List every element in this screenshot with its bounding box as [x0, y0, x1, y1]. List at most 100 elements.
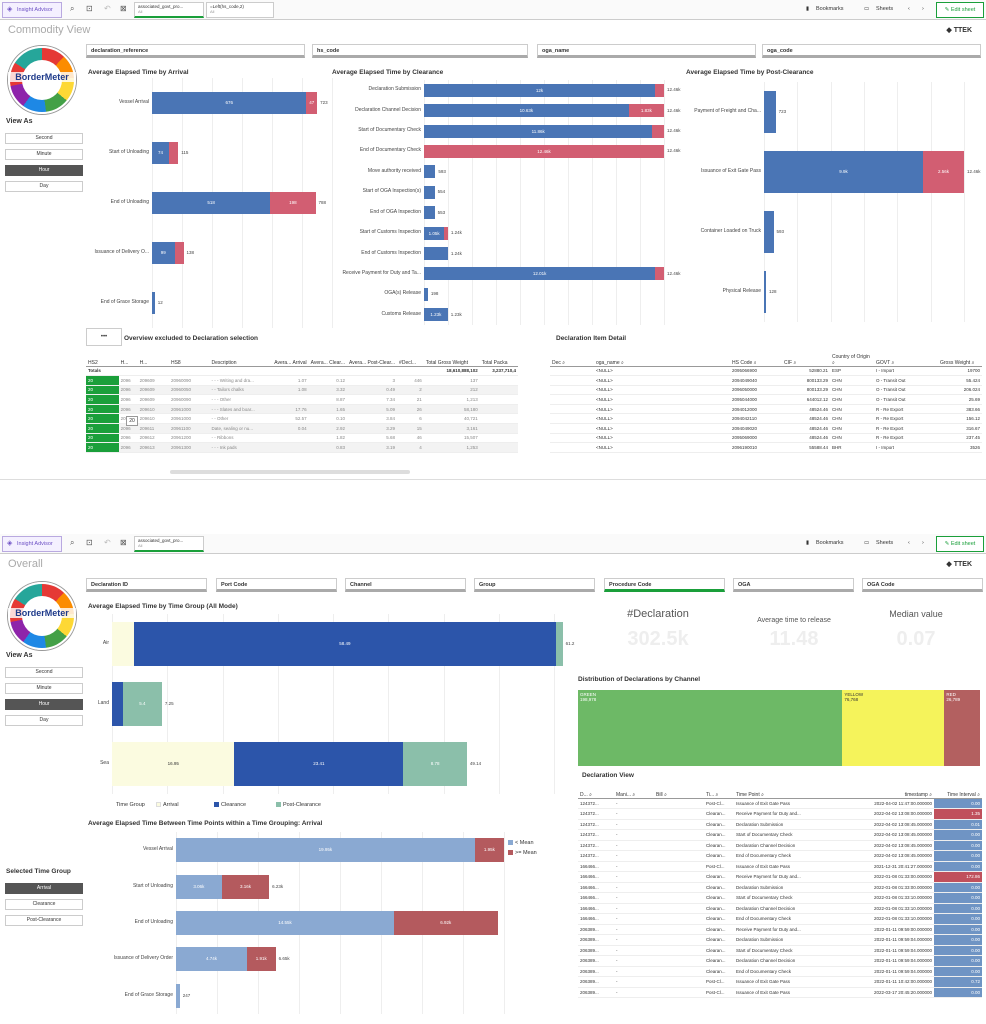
clear-selections-icon[interactable]: ⊠ [120, 4, 127, 13]
search-icon[interactable]: ⌕ [715, 791, 719, 798]
prev-sheet-icon[interactable]: ‹ [908, 6, 910, 12]
table-row[interactable]: 166466... - Clearan... Declaration Channel … [578, 903, 982, 914]
table-cell[interactable]: 20 [86, 433, 119, 444]
filter-channel[interactable]: Channel [345, 578, 466, 592]
col-timestamp[interactable]: timestamp ⌕ [830, 784, 934, 799]
table-row[interactable]: 206389... - Clearan... Declaration Submissi… [578, 934, 982, 946]
time-group-clearance[interactable]: Clearance [5, 899, 83, 910]
col-packages[interactable]: Total Packa [479, 350, 518, 367]
sheets-button[interactable]: Sheets [876, 540, 894, 546]
bar-segment[interactable]: 23.41 [234, 742, 404, 786]
time-group-arrival[interactable]: Arrival [5, 883, 83, 894]
bar-segment[interactable]: 5.4 [122, 682, 162, 726]
bar-segment[interactable] [764, 271, 767, 313]
bar-segment[interactable]: 12.01k [424, 267, 656, 281]
table-cell[interactable]: 20 [86, 413, 119, 425]
bar-segment[interactable]: 12.46k [424, 144, 664, 158]
bookmark-icon[interactable]: ▮ [806, 6, 810, 12]
filter-oga-code[interactable]: oga_code [762, 44, 981, 58]
col-govt[interactable]: GOVT ⌕ [874, 350, 938, 367]
bar-segment[interactable] [424, 165, 436, 179]
table-cell[interactable]: 20 [86, 394, 119, 405]
search-icon[interactable]: ⌕ [621, 359, 624, 366]
col-manifest[interactable]: Mani... ⌕ [614, 784, 654, 799]
table-row[interactable]: 206389... - Clearan... Receive Payment for … [578, 924, 982, 935]
back-icon[interactable]: ↶ [104, 538, 111, 547]
bar-segment[interactable]: 676 [152, 92, 307, 114]
search-icon[interactable]: ⌕ [832, 359, 835, 366]
bar-segment[interactable]: 8.78 [403, 742, 467, 786]
selection-tab-hs-code[interactable]: =Left(hs_code,2) All [206, 2, 274, 18]
search-icon[interactable]: ⌕ [562, 359, 566, 366]
col-declaration-id[interactable]: D... ⌕ [578, 784, 614, 799]
bar-segment[interactable]: 518 [152, 192, 271, 214]
edit-sheet-button[interactable]: ✎ Edit sheet [936, 2, 984, 18]
bookmark-icon[interactable]: ▮ [806, 540, 810, 546]
bar-segment[interactable] [652, 124, 664, 138]
table-row[interactable]: <NULL> 2094042110 48524.46 CHN R - Re Export… [550, 413, 982, 425]
bar-segment[interactable] [556, 622, 563, 666]
table-row[interactable]: <NULL> 2096190010 55588.44 BHR I - Import 352… [550, 442, 982, 453]
next-sheet-icon[interactable]: › [922, 6, 924, 12]
bar-segment[interactable]: 1.95k [474, 838, 504, 863]
table-row[interactable]: 124372... - Clearan... Declaration Channel … [578, 840, 982, 851]
filter-oga-code[interactable]: OGA Code [862, 578, 983, 592]
bar-segment[interactable] [112, 682, 123, 726]
back-icon[interactable]: ↶ [104, 4, 111, 13]
bar-segment[interactable]: 3.16k [221, 874, 270, 899]
table-cell[interactable]: 20 [86, 385, 119, 396]
clear-selections-icon[interactable]: ⊠ [120, 538, 127, 547]
col-cif[interactable]: CIF ⌕ [782, 350, 830, 367]
table-row[interactable]: 20 2096 209612 20961200- - Ribbons 1.82 5.68 4… [86, 433, 518, 444]
table-row[interactable]: 20 2096 209609 20960090- - - Writing and dr… [86, 375, 518, 386]
table-cell[interactable]: 20 [86, 404, 119, 415]
bar-segment[interactable] [112, 622, 134, 666]
bar-segment[interactable] [424, 206, 435, 220]
bar-segment[interactable] [444, 226, 448, 240]
insight-advisor-button[interactable]: ◈ Insight Advisor [2, 2, 62, 18]
bar-segment[interactable] [424, 247, 448, 261]
bar-segment[interactable] [764, 91, 776, 133]
sheets-button[interactable]: Sheets [876, 6, 894, 12]
bar-segment[interactable] [168, 142, 179, 164]
table-row[interactable]: 20 2096 209610 20961000- - - Slates and boa… [86, 404, 518, 415]
horizontal-scrollbar[interactable] [170, 470, 410, 474]
search-icon[interactable]: ⌕ [977, 791, 980, 798]
bar-segment[interactable]: 1.05k [424, 226, 445, 240]
col-time-interval[interactable]: Time Interval ⌕ [934, 784, 982, 799]
lasso-icon[interactable]: ⊡ [86, 538, 93, 547]
table-cell[interactable]: 20 [86, 375, 119, 386]
bar-segment[interactable]: 58.49 [133, 622, 557, 666]
bar-segment[interactable] [655, 267, 664, 281]
bookmarks-button[interactable]: Bookmarks [816, 6, 844, 12]
bar-segment[interactable] [176, 983, 180, 1008]
smart-search-icon[interactable]: ⌕ [70, 4, 75, 13]
bar-segment[interactable]: 19.95k [176, 838, 475, 863]
table-cell[interactable]: 20 [86, 442, 119, 453]
table-row[interactable]: <NULL> 2095069000 48524.46 CHN R - Re Export… [550, 433, 982, 444]
search-icon[interactable]: ⌕ [891, 359, 895, 366]
sheets-icon[interactable]: ▭ [864, 540, 870, 546]
table-row[interactable]: 166466... - Clearan... Receive Payment for … [578, 871, 982, 883]
bar-segment[interactable]: 3.06k [176, 874, 222, 899]
col-bill[interactable]: Bill ⌕ [654, 784, 704, 799]
bar-segment[interactable]: 6.92k [393, 911, 498, 935]
table-row[interactable]: 124372... - Post-Cl... Issuance of Exit Gat… [578, 798, 982, 809]
prev-sheet-icon[interactable]: ‹ [908, 540, 910, 546]
treemap-cell-yellow[interactable]: YELLOW 76,768 [842, 690, 945, 766]
bar-segment[interactable]: 1.91k [246, 947, 276, 972]
bar-segment[interactable]: 74 [152, 142, 169, 164]
filter-procedure-code[interactable]: Procedure Code [604, 578, 725, 592]
bar-segment[interactable]: 12k [424, 83, 656, 97]
table-row[interactable]: 206389... - Clearan... End of Documentary C… [578, 966, 982, 977]
table-row[interactable]: 166466... - Clearan... Start of Documentary… [578, 892, 982, 904]
filter-declaration-reference[interactable]: declaration_reference [86, 44, 305, 58]
table-row[interactable]: 124372... - Clearan... Start of Documentary… [578, 829, 982, 841]
table-row[interactable]: 206389... - Clearan... Declaration Channel … [578, 955, 982, 967]
filter-declaration-id[interactable]: Declaration ID [86, 578, 207, 592]
bar-segment[interactable]: 47 [306, 92, 318, 114]
table-row[interactable]: <NULL> 2094049020 48524.46 CHN R - Re Export… [550, 423, 982, 434]
table-menu-button[interactable]: ••• [86, 328, 122, 346]
view-as-minute[interactable]: Minute [5, 149, 83, 160]
